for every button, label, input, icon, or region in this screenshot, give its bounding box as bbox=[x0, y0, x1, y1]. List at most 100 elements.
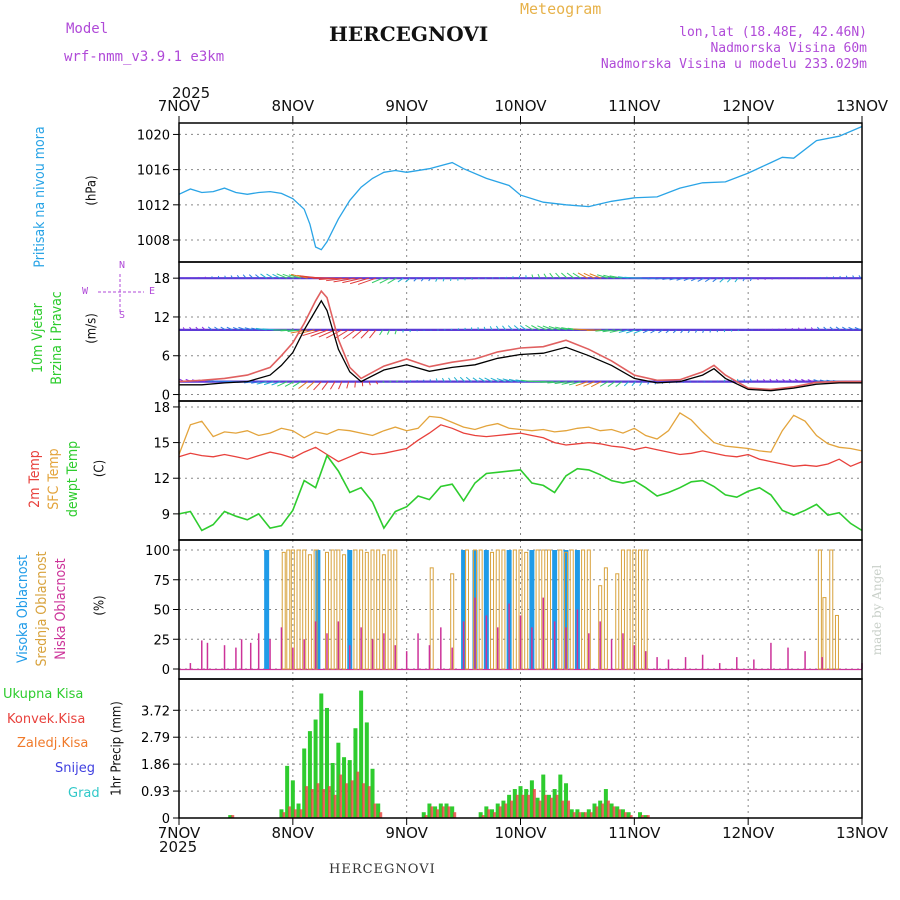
precip-convective-bar bbox=[578, 812, 582, 818]
wind-speed-line bbox=[179, 299, 862, 392]
wind-arrow bbox=[801, 378, 807, 383]
wind-arrow bbox=[554, 381, 568, 385]
cloud-bar bbox=[387, 549, 392, 670]
y-tick-label: 1.86 bbox=[141, 758, 170, 773]
precip-total-bar bbox=[484, 806, 489, 818]
cloud-bar bbox=[296, 549, 301, 670]
wind-arrow bbox=[284, 381, 295, 387]
wind-arrow bbox=[852, 275, 855, 279]
wind-arrow bbox=[483, 326, 486, 331]
precip-convective-bar bbox=[447, 806, 451, 818]
precip-total-bar bbox=[319, 693, 324, 818]
wind-arrow bbox=[211, 380, 219, 383]
wind-arrow bbox=[769, 378, 773, 382]
cloud-bar bbox=[546, 549, 551, 670]
wind-arrow bbox=[368, 381, 371, 386]
cloud-bar bbox=[307, 554, 312, 670]
wind-arrow bbox=[682, 381, 685, 383]
precip-total-bar bbox=[529, 780, 534, 818]
compass-n: N bbox=[118, 260, 126, 271]
wind-arrow bbox=[804, 327, 807, 331]
y-tick-label: 1020 bbox=[137, 128, 170, 143]
wind-arrow bbox=[453, 377, 459, 382]
cloud-bar bbox=[280, 627, 283, 669]
wind-arrow bbox=[248, 274, 254, 279]
precip-total-bar bbox=[228, 815, 233, 818]
precip-total-bar bbox=[626, 812, 631, 818]
wind-arrow bbox=[207, 326, 213, 331]
precip-total-bar bbox=[609, 803, 614, 818]
wind-arrow bbox=[490, 377, 500, 383]
wind-arrow bbox=[420, 277, 425, 282]
wind-arrow bbox=[387, 277, 397, 284]
wind-arrow bbox=[525, 324, 534, 331]
precip-convective-bar bbox=[356, 771, 360, 818]
wind-arrow bbox=[662, 277, 670, 281]
precip-total-bar bbox=[575, 809, 580, 818]
cloud-bar bbox=[553, 621, 556, 669]
wind-arrow bbox=[379, 277, 390, 284]
wind-arrow bbox=[823, 326, 828, 331]
wind-arrow bbox=[350, 277, 370, 285]
precip-total-bar bbox=[558, 774, 563, 818]
precip-convective-bar bbox=[436, 809, 440, 818]
wind-arrow bbox=[743, 378, 746, 382]
wind-arrow bbox=[819, 276, 821, 279]
wind-arrow bbox=[813, 379, 821, 383]
precip-convective-bar bbox=[629, 815, 633, 818]
precip-convective-bar bbox=[453, 812, 457, 818]
wind-arrow bbox=[369, 329, 377, 339]
cloud-bar bbox=[281, 551, 286, 670]
cloud-bar bbox=[638, 549, 643, 670]
x-tick-label-top: 11NOV bbox=[608, 97, 661, 115]
wind-arrow bbox=[785, 277, 787, 280]
wind-arrow bbox=[798, 327, 800, 331]
wind-arrow bbox=[352, 329, 363, 339]
precip-convective-bar bbox=[589, 812, 593, 818]
wind-arrow bbox=[583, 381, 595, 387]
page-title: HERCEGNOVI bbox=[329, 22, 489, 46]
precip-convective-bar bbox=[618, 809, 622, 818]
wind-arrow bbox=[572, 272, 582, 279]
sfc-temp-line bbox=[178, 412, 863, 455]
precip-total-bar bbox=[643, 815, 648, 818]
wind-arrow bbox=[782, 378, 787, 383]
cloud-bar bbox=[626, 549, 631, 670]
cloud-bar bbox=[464, 549, 469, 670]
wind-arrow bbox=[442, 277, 445, 282]
wind-arrow bbox=[277, 381, 288, 387]
x-tick-label-top: 8NOV bbox=[272, 97, 315, 115]
wind-arrow bbox=[459, 376, 466, 382]
precip-convective-bar bbox=[367, 786, 371, 818]
temp-2m-line bbox=[178, 424, 863, 468]
wind-arrow bbox=[450, 328, 453, 331]
wind-arrow bbox=[236, 274, 240, 279]
lonlat-label: lon,lat (18.48E, 42.46N) bbox=[679, 25, 867, 40]
wind-arrow bbox=[848, 326, 855, 331]
wind-arrow bbox=[489, 326, 493, 331]
x-tick-label-top: 10NOV bbox=[494, 97, 547, 115]
wind-arrow bbox=[498, 277, 501, 279]
wind-arrow bbox=[189, 326, 192, 331]
cloud-bar bbox=[496, 627, 499, 669]
wind-arrow bbox=[540, 381, 554, 383]
wind-arrow bbox=[702, 329, 705, 333]
cloud-bar bbox=[644, 651, 647, 669]
wind-arrow bbox=[298, 329, 315, 335]
wind-arrow bbox=[508, 378, 520, 383]
wind-arrow bbox=[423, 329, 425, 332]
wind-gust-line bbox=[178, 289, 862, 391]
wind-arrow bbox=[218, 380, 226, 383]
wind-arrow bbox=[214, 326, 220, 331]
wind-arrow bbox=[561, 327, 575, 331]
cloud-bar bbox=[569, 549, 574, 670]
year-top: 2025 bbox=[172, 84, 211, 102]
year-bottom: 2025 bbox=[159, 838, 198, 856]
wind-arrow bbox=[282, 273, 295, 279]
wind-arrow bbox=[845, 275, 848, 279]
precip-total-bar bbox=[433, 806, 438, 818]
cloud-bar bbox=[490, 551, 495, 670]
wind-arrow bbox=[502, 325, 507, 331]
wind-arrow bbox=[603, 274, 616, 279]
precip-total-bar bbox=[427, 803, 432, 818]
